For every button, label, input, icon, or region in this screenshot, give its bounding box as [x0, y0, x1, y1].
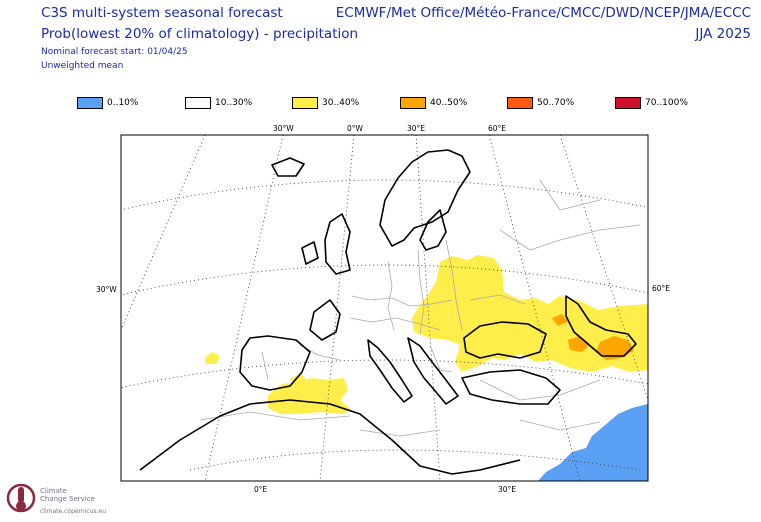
country-borders [199, 179, 641, 437]
coast-italy [367, 339, 413, 403]
subtitle-left: Prob(lowest 20% of climatology) - precip… [41, 26, 359, 42]
lon-label-bottom: 0°E [254, 485, 268, 494]
coast-iceland [271, 157, 305, 177]
legend-item: 50..70% [507, 96, 574, 110]
lon-label-top: 0°W [347, 124, 364, 133]
legend-swatch [615, 97, 641, 109]
copernicus-logo: Climate Change Service climate.copernicu… [6, 478, 126, 518]
season-label: JJA 2025 [695, 26, 751, 42]
lon-label-top: 30°W [273, 124, 294, 133]
coast-black-sea [463, 321, 547, 359]
legend-swatch [292, 97, 318, 109]
logo-name-line2: Change Service [40, 495, 95, 503]
shade-30-40 [290, 374, 308, 386]
coast-scandinavia [379, 149, 471, 247]
coast-north-africa [139, 399, 521, 475]
weighting-label: Unweighted mean [41, 61, 124, 71]
legend-swatch [507, 97, 533, 109]
coast-iberia [239, 335, 311, 391]
map-frame [120, 134, 649, 482]
thermometer-icon [6, 483, 36, 513]
probability-shading [205, 255, 648, 481]
legend: 0..10% 10..30% 30..40% 40..50% 50..70% 7… [0, 96, 761, 110]
legend-swatch [185, 97, 211, 109]
legend-item: 10..30% [185, 96, 252, 110]
shade-0-10 [538, 404, 648, 481]
coast-turkey [461, 369, 561, 405]
lon-label-bottom: 30°E [498, 485, 516, 494]
legend-swatch [400, 97, 426, 109]
graticule [121, 135, 648, 481]
legend-item: 40..50% [400, 96, 467, 110]
models-title: ECMWF/Met Office/Météo-France/CMCC/DWD/N… [335, 5, 751, 21]
shade-40-50 [596, 336, 634, 360]
legend-item: 30..40% [292, 96, 359, 110]
coast-ireland [301, 241, 319, 265]
shade-40-50 [552, 314, 568, 326]
coast-france [309, 299, 341, 341]
shade-30-40 [268, 378, 352, 414]
legend-swatch [77, 97, 103, 109]
shade-30-40 [412, 255, 648, 372]
legend-label: 70..100% [645, 98, 688, 108]
legend-item: 70..100% [615, 96, 688, 110]
title-left: C3S multi-system seasonal forecast [41, 5, 283, 21]
coast-balkans [407, 337, 459, 405]
coast-baltic [419, 209, 447, 251]
coast-caspian [565, 295, 637, 357]
legend-label: 50..70% [537, 98, 575, 108]
lon-label-top: 60°E [488, 124, 506, 133]
lon-label-top: 30°E [407, 124, 425, 133]
coast-britain [324, 213, 351, 275]
logo-name-line1: Climate [40, 487, 67, 495]
nominal-start-label: Nominal forecast start: 01/04/25 [41, 47, 188, 57]
lat-label-left: 30°W [96, 285, 117, 294]
shade-30-40 [205, 352, 220, 364]
legend-label: 40..50% [430, 98, 468, 108]
legend-label: 0..10% [107, 98, 139, 108]
lat-label-right: 60°E [652, 284, 670, 293]
logo-url: climate.copernicus.eu [40, 508, 107, 515]
legend-label: 10..30% [215, 98, 253, 108]
legend-label: 30..40% [322, 98, 360, 108]
legend-item: 0..10% [77, 96, 138, 110]
coastlines [139, 149, 637, 475]
